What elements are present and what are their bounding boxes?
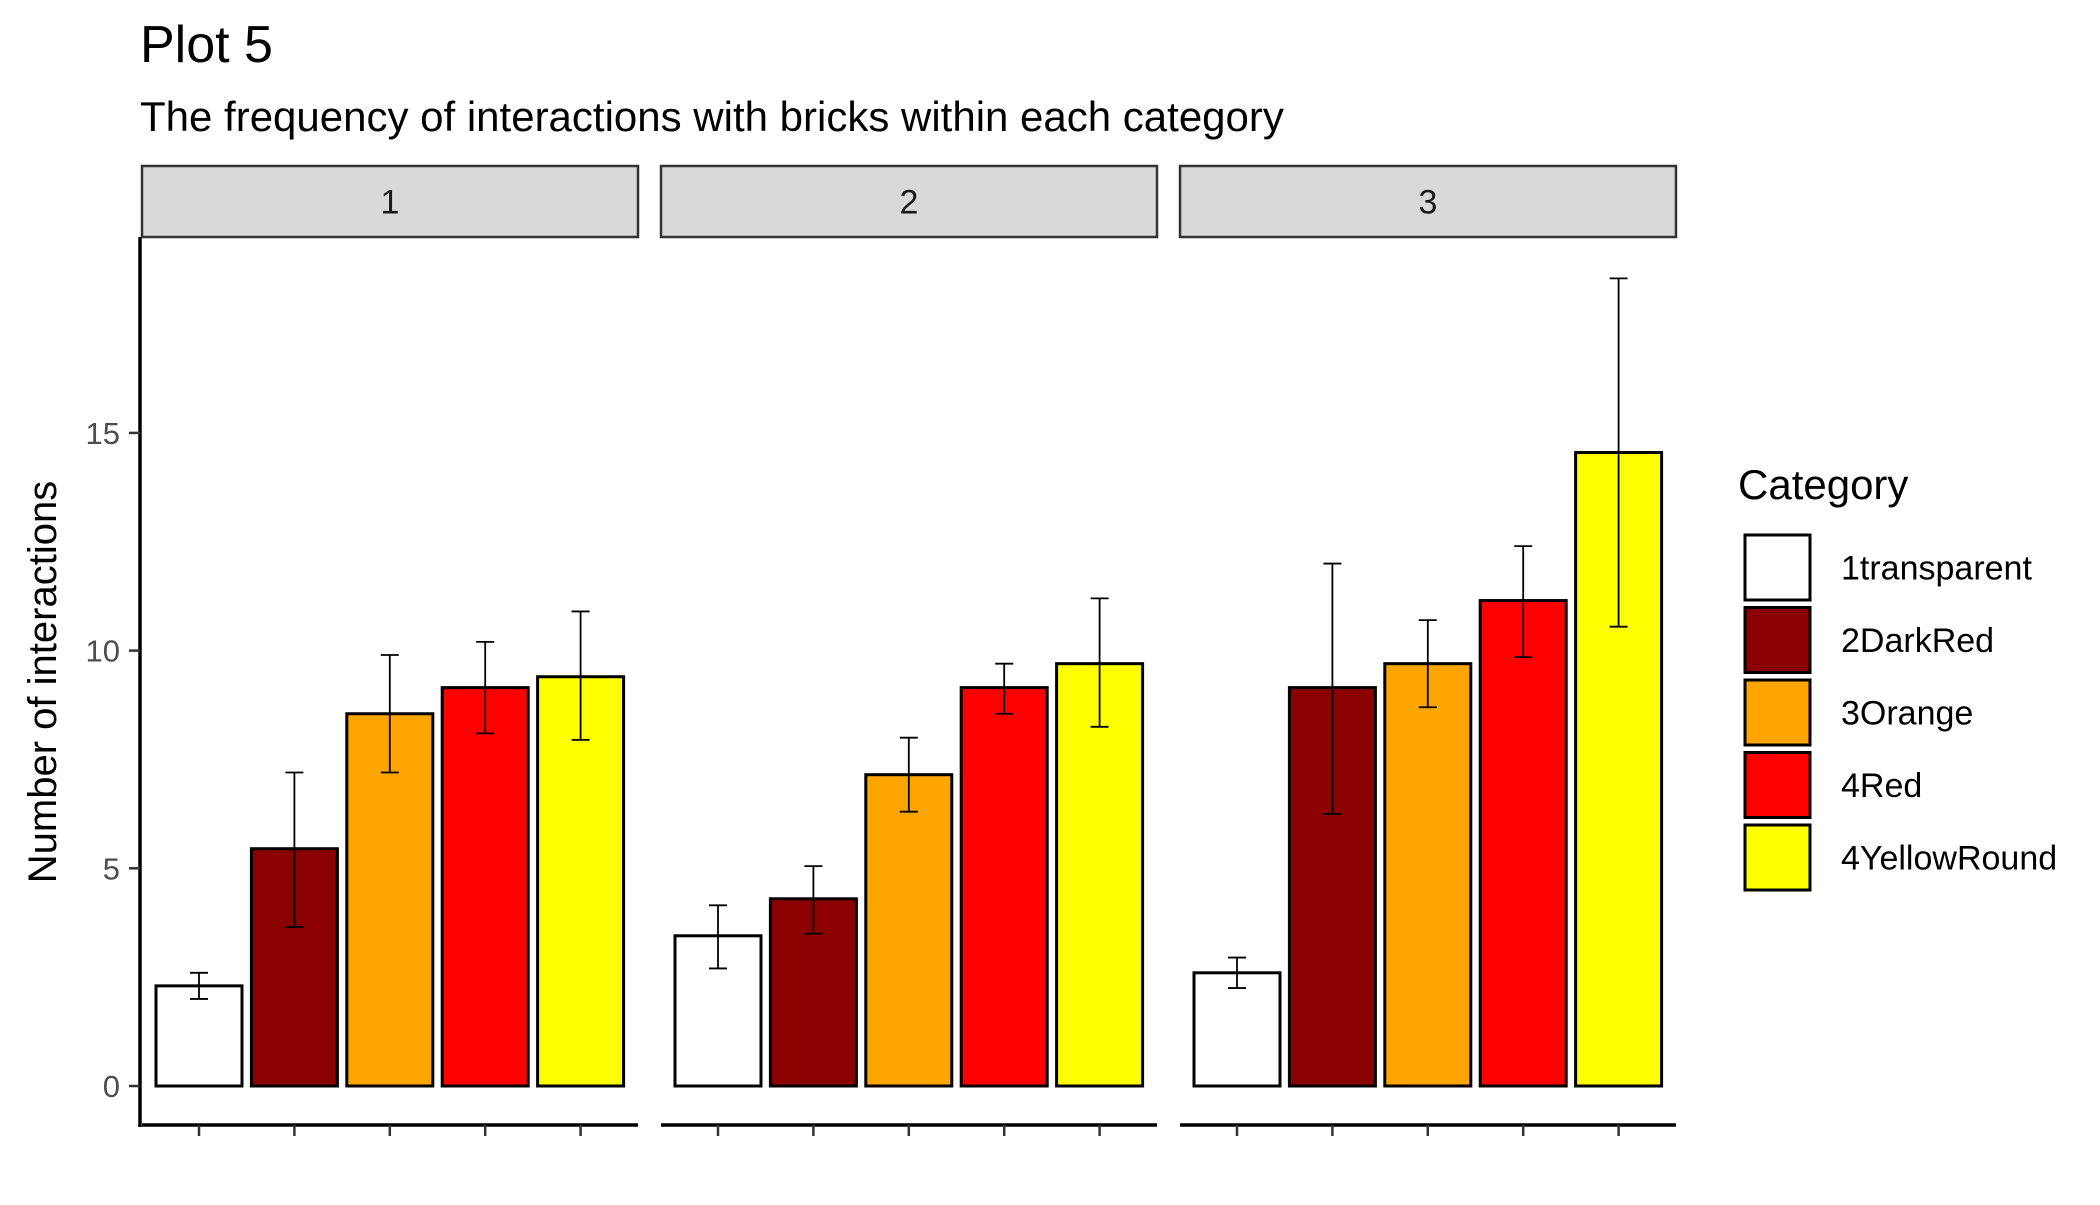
chart-title: Plot 5 <box>140 16 273 74</box>
legend-title: Category <box>1738 461 1908 508</box>
legend-item-4Red: 4Red <box>1743 751 1922 819</box>
facets-layer: 1 2 3 <box>140 164 1678 1136</box>
legend-label-4YellowRound: 4YellowRound <box>1841 840 2057 878</box>
legend-item-2DarkRed: 2DarkRed <box>1743 606 1994 674</box>
error-bar-2-1transparent <box>709 904 727 970</box>
bar-2-2DarkRed <box>768 897 858 1088</box>
bar-3-1transparent <box>1192 971 1282 1088</box>
bar-3-4Red <box>1478 599 1568 1088</box>
error-bar-3-2DarkRed <box>1323 562 1342 815</box>
error-bar-1-4YellowRound <box>571 610 590 741</box>
facet-strip-3 <box>1178 164 1678 239</box>
error-bar-1-3Orange <box>380 654 399 774</box>
bar-2-4YellowRound <box>1055 662 1145 1088</box>
error-bar-2-4Red <box>995 662 1014 715</box>
legend-key-4Red <box>1743 751 1812 819</box>
facet-strip-label-3: 3 <box>1419 184 1438 222</box>
facet-strip-label-2: 2 <box>900 184 919 222</box>
error-bar-1-2DarkRed <box>285 771 304 928</box>
bar-1-2DarkRed <box>249 847 339 1088</box>
legend-item-4YellowRound: 4YellowRound <box>1743 823 2057 892</box>
error-bar-3-4YellowRound <box>1609 277 1628 628</box>
y-tick-label-15: 15 <box>86 416 120 451</box>
error-bar-3-3Orange <box>1418 619 1437 709</box>
error-bar-3-4Red <box>1514 545 1533 659</box>
legend-key-2DarkRed <box>1743 606 1812 674</box>
legend-key-3Orange <box>1743 678 1812 747</box>
facet-strip-2 <box>659 164 1159 239</box>
y-tick-label-0: 0 <box>103 1069 120 1104</box>
legend-label-3Orange: 3Orange <box>1841 695 1973 733</box>
y-axis-title: Number of interactions <box>21 481 65 883</box>
legend-label-2DarkRed: 2DarkRed <box>1841 622 1994 660</box>
error-bar-2-4YellowRound <box>1090 597 1109 728</box>
legend-label-1transparent: 1transparent <box>1841 550 2032 588</box>
bar-2-3Orange <box>864 773 954 1088</box>
y-tick-label-5: 5 <box>103 851 120 886</box>
bar-2-4Red <box>959 686 1049 1088</box>
error-bar-1-4Red <box>476 641 495 735</box>
legend: 1transparent 2DarkRed 3Orange 4Red 4YellowRo… <box>1743 533 2057 892</box>
facet-panel-3: 3 <box>1178 164 1678 1136</box>
y-tick-label-10: 10 <box>86 634 120 669</box>
bar-1-4YellowRound <box>536 675 626 1088</box>
legend-item-1transparent: 1transparent <box>1743 533 2032 602</box>
bar-3-3Orange <box>1383 662 1473 1088</box>
facet-strip-label-1: 1 <box>381 184 400 222</box>
facet-strip-1 <box>140 164 640 239</box>
error-bar-3-1transparent <box>1228 956 1246 989</box>
error-bar-2-3Orange <box>899 736 918 813</box>
legend-item-3Orange: 3Orange <box>1743 678 1973 747</box>
bar-1-1transparent <box>154 984 244 1088</box>
chart-subtitle: The frequency of interactions with brick… <box>140 93 1284 140</box>
bar-1-4Red <box>440 686 530 1088</box>
error-bar-2-2DarkRed <box>804 865 823 935</box>
facet-panel-1: 1 <box>140 164 640 1136</box>
legend-label-4Red: 4Red <box>1841 767 1922 805</box>
legend-key-1transparent <box>1743 533 1812 602</box>
facet-panel-2: 2 <box>659 164 1159 1136</box>
error-bar-1-1transparent <box>190 971 208 1000</box>
y-axis: 0 5 10 15 <box>86 237 142 1127</box>
legend-key-4YellowRound <box>1743 823 1812 892</box>
